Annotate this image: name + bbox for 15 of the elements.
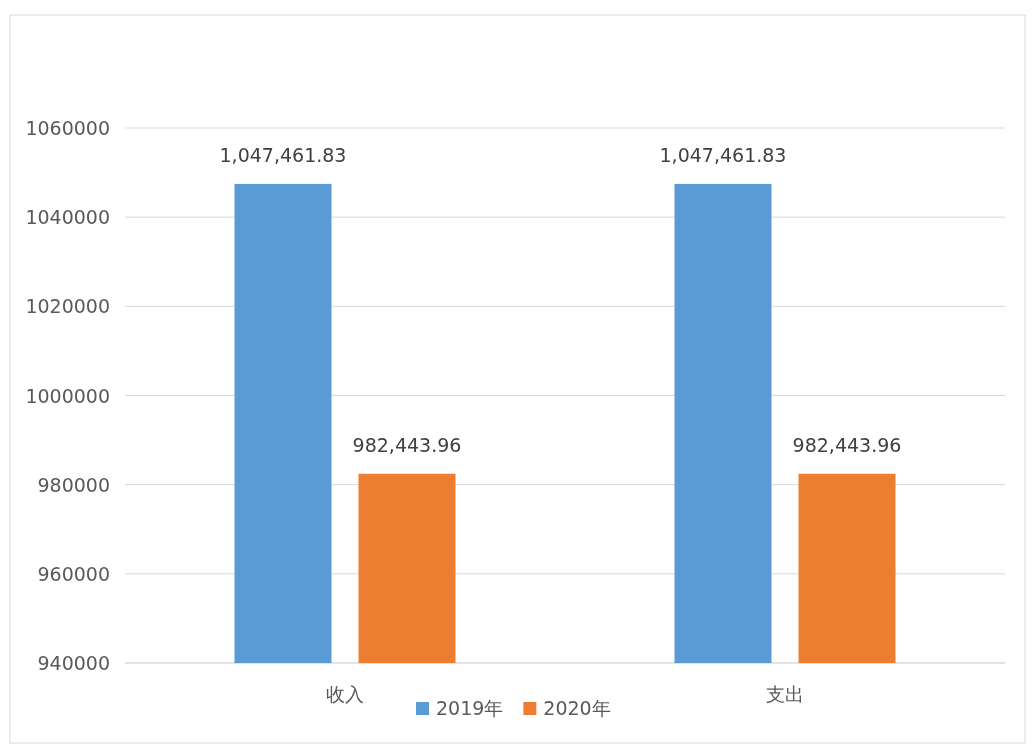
y-tick-label: 960000 <box>37 562 110 585</box>
y-tick-label: 940000 <box>37 652 110 674</box>
y-tick-label: 1040000 <box>25 206 110 229</box>
x-tick-label: 支出 <box>766 683 804 705</box>
data-label: 1,047,461.83 <box>219 143 347 166</box>
data-label: 1,047,461.83 <box>659 143 787 166</box>
legend-label: 2020年 <box>543 697 611 719</box>
x-tick-label: 收入 <box>326 683 364 705</box>
data-label: 982,443.96 <box>352 433 462 456</box>
y-tick-label: 1000000 <box>25 384 110 407</box>
y-tick-label: 980000 <box>37 473 110 496</box>
legend-label: 2019年 <box>436 697 504 719</box>
y-tick-label: 1060000 <box>25 117 110 139</box>
y-tick-label: 1020000 <box>25 295 110 318</box>
data-label: 982,443.96 <box>792 433 902 456</box>
